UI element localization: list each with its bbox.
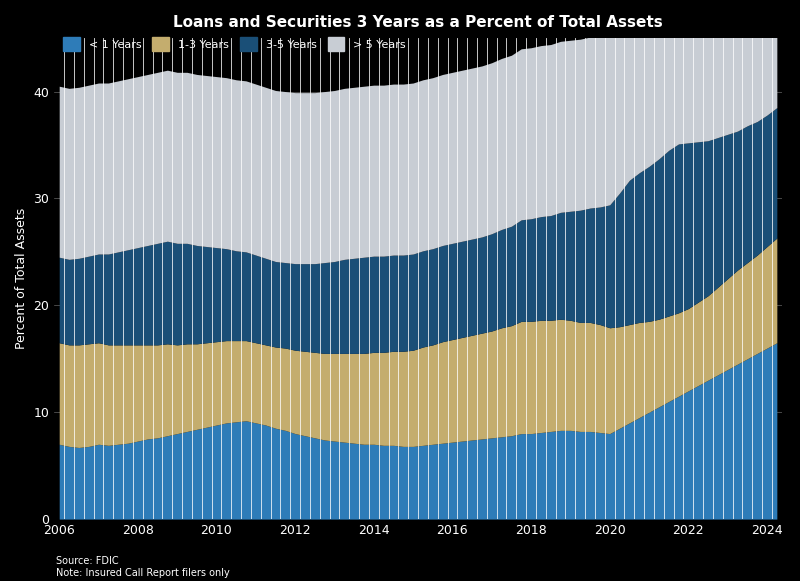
Title: Loans and Securities 3 Years as a Percent of Total Assets: Loans and Securities 3 Years as a Percen… xyxy=(173,15,663,30)
Legend: < 1 Years, 1-3 Years, 3-5 Years, > 5 Years: < 1 Years, 1-3 Years, 3-5 Years, > 5 Yea… xyxy=(60,34,409,54)
Text: Source: FDIC
Note: Insured Call Report filers only: Source: FDIC Note: Insured Call Report f… xyxy=(56,557,230,578)
Y-axis label: Percent of Total Assets: Percent of Total Assets xyxy=(15,208,28,349)
